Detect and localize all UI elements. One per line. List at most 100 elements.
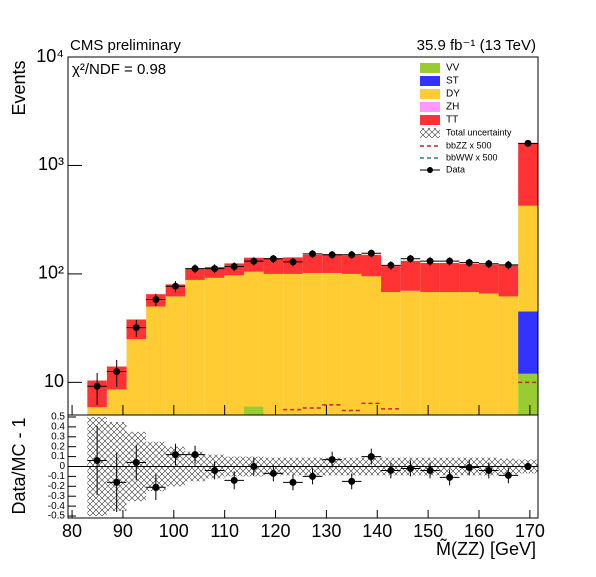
data-point [348, 478, 355, 485]
ratio-axis-label: Data/MC - 1 [9, 417, 29, 514]
legend-label: Total uncertainty [446, 127, 512, 137]
data-point [407, 255, 414, 262]
bar-segment [244, 272, 264, 406]
x-tick-label: 130 [311, 521, 341, 541]
data-point [270, 470, 277, 477]
x-axis-label: M̃(ZZ) [GeV] [436, 538, 536, 559]
legend-swatch [420, 102, 440, 112]
y-tick-label: 10³ [38, 154, 64, 174]
data-point [133, 459, 140, 466]
x-tick-label: 110 [210, 521, 239, 541]
data-point [427, 258, 434, 265]
legend-label: bbZZ x 500 [446, 140, 492, 150]
y-tick-label: 0.5 [51, 412, 65, 423]
legend-label: TT [446, 115, 458, 126]
x-tick-label: 140 [362, 521, 392, 541]
bar-segment [146, 307, 166, 415]
bar-segment [440, 263, 460, 292]
bar-segment [401, 291, 421, 415]
bar-segment [420, 263, 440, 292]
legend-label: ZH [446, 102, 459, 113]
bar-segment [205, 278, 225, 415]
bar-segment [244, 406, 264, 415]
data-point [329, 251, 336, 258]
data-point [309, 250, 316, 257]
data-point [427, 467, 434, 474]
chart-subtitle: 35.9 fb⁻¹ (13 TeV) [417, 37, 536, 54]
data-point [407, 465, 414, 472]
data-point [211, 467, 218, 474]
legend-swatch [420, 115, 440, 125]
y-tick-label: 0.4 [51, 422, 65, 433]
data-point [231, 263, 238, 270]
bar-segment [361, 255, 381, 277]
bar-segment [479, 293, 499, 415]
data-point [466, 259, 473, 266]
data-point [524, 463, 531, 470]
y-tick-label: 10⁴ [36, 46, 64, 66]
data-point [250, 258, 257, 265]
bar-segment [303, 273, 323, 415]
legend-label: ST [446, 76, 459, 87]
data-point [505, 261, 512, 268]
bar-segment [518, 312, 538, 374]
y-tick-label: -0.2 [48, 481, 66, 492]
data-point [446, 474, 453, 481]
data-point [485, 260, 492, 267]
bar-segment [166, 296, 186, 415]
bar-segment [322, 273, 342, 415]
legend-label: Data [446, 164, 465, 174]
x-tick-label: 100 [159, 521, 189, 541]
data-point [524, 140, 531, 147]
data-point [505, 472, 512, 479]
y-tick-label: 0.2 [51, 441, 65, 452]
bar-segment [479, 265, 499, 294]
bar-segment [342, 274, 362, 415]
data-point [348, 251, 355, 258]
legend-swatch [420, 128, 440, 138]
bar-segment [126, 339, 146, 415]
x-tick-label: 90 [113, 521, 133, 541]
bar-segment [224, 275, 244, 415]
bar-segment [440, 292, 460, 415]
data-point [466, 464, 473, 471]
data-point [289, 479, 296, 486]
y-tick-label: 0.1 [51, 451, 65, 462]
y-tick-label: -0.1 [48, 471, 66, 482]
legend-label: bbWW x 500 [446, 152, 498, 162]
data-point [211, 265, 218, 272]
data-point [387, 467, 394, 474]
legend-label: DY [446, 89, 460, 100]
legend-marker [427, 167, 433, 173]
y-tick-label: -0.3 [48, 491, 66, 502]
data-point [113, 368, 120, 375]
bar-segment [381, 292, 401, 415]
y-tick-label: 10² [38, 263, 64, 283]
bar-segment [107, 389, 127, 415]
bar-segment [381, 266, 401, 292]
data-point [368, 453, 375, 460]
data-point [94, 457, 101, 464]
bar-segment [185, 280, 205, 415]
legend-swatch [420, 76, 440, 86]
bar-segment [499, 265, 519, 296]
y-tick-label: 10 [44, 371, 64, 391]
bar-segment [420, 292, 440, 415]
data-point [172, 451, 179, 458]
data-point [270, 255, 277, 262]
data-point [172, 283, 179, 290]
data-point [289, 258, 296, 265]
data-point [446, 258, 453, 265]
y-axis-label: Events [9, 60, 29, 115]
data-point [231, 477, 238, 484]
bar-segment [361, 276, 381, 415]
bar-segment [459, 292, 479, 415]
data-point [133, 324, 140, 331]
data-point [113, 479, 120, 486]
y-tick-label: 0.3 [51, 431, 65, 442]
bar-segment [87, 407, 107, 415]
bar-segment [499, 296, 519, 415]
bar-segment [283, 274, 303, 415]
bar-segment [518, 143, 538, 205]
